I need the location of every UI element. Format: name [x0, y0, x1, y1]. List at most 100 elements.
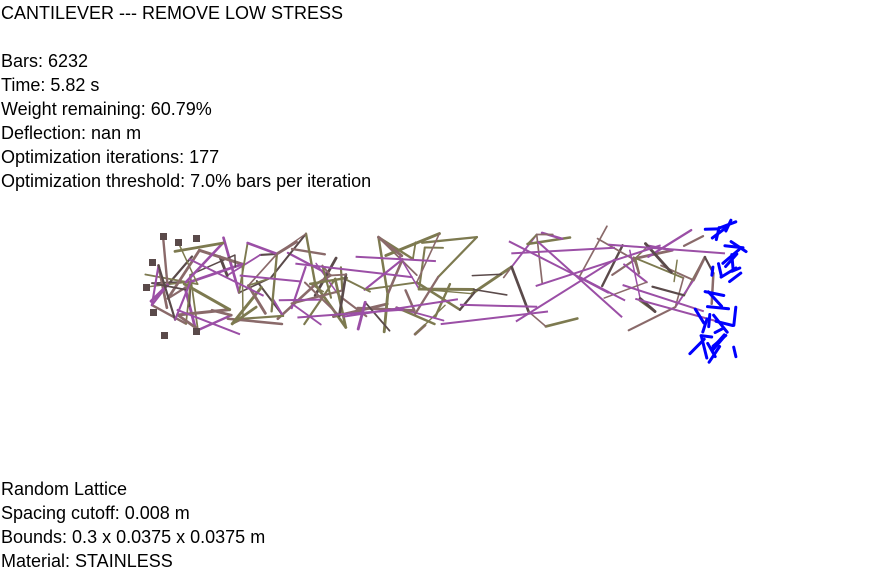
simulation-title: CANTILEVER --- REMOVE LOW STRESS — [1, 3, 344, 23]
spacing-cutoff: Spacing cutoff: 0.008 m — [1, 503, 190, 523]
truss-bar — [418, 288, 473, 295]
truss-bar — [269, 232, 307, 279]
truss-chord — [176, 308, 241, 336]
load-arrow — [711, 336, 725, 352]
truss-chord — [355, 255, 436, 263]
truss-bar — [502, 266, 513, 279]
load-arrow — [717, 262, 723, 278]
truss-bar — [290, 289, 344, 305]
truss-chord — [515, 258, 616, 323]
load-arrow — [730, 253, 735, 272]
truss-bar — [247, 277, 272, 287]
load-arrow — [728, 271, 743, 284]
fixed-node — [150, 309, 157, 316]
truss-chord — [188, 258, 265, 297]
truss-chord — [342, 298, 459, 318]
truss-bar — [166, 248, 201, 300]
truss-bar — [174, 280, 192, 321]
truss-bar — [411, 241, 417, 260]
truss-bar — [472, 288, 508, 296]
load-arrow — [714, 226, 721, 242]
load-arrow — [706, 305, 730, 311]
truss-bar — [377, 235, 389, 296]
truss-bar — [290, 302, 322, 326]
truss-bar — [601, 244, 624, 288]
load-arrow — [693, 307, 706, 325]
load-arrow — [710, 265, 715, 277]
load-arrow — [732, 345, 738, 359]
truss-bar — [183, 286, 198, 333]
load-arrow — [713, 326, 725, 335]
truss-bar — [603, 281, 648, 299]
truss-bar — [161, 234, 169, 287]
bars-count: Bars: 6232 — [1, 51, 89, 71]
truss-bar — [270, 252, 279, 313]
deflection: Deflection: nan m — [1, 123, 142, 143]
truss-bar — [651, 285, 686, 297]
fixed-node — [160, 233, 167, 240]
truss-bar — [315, 262, 340, 297]
truss-bar — [304, 232, 317, 286]
optimization-iterations: Optimization iterations: 177 — [1, 147, 220, 167]
truss-bar — [578, 225, 608, 278]
truss-bar — [377, 235, 404, 258]
load-arrow — [714, 319, 735, 327]
load-arrows — [688, 218, 748, 364]
truss-bar — [470, 265, 514, 296]
truss-bar — [526, 233, 538, 245]
truss-bar — [632, 256, 640, 275]
truss-bar — [437, 236, 478, 279]
truss-bar — [157, 264, 177, 321]
truss-bar — [611, 258, 636, 276]
truss-bar — [272, 298, 285, 317]
elapsed-time: Time: 5.82 s — [1, 75, 100, 95]
truss-bar — [364, 301, 391, 332]
truss-bar — [414, 304, 446, 335]
fixed-node — [143, 284, 150, 291]
truss-bar — [150, 303, 188, 325]
truss-bar — [173, 241, 225, 253]
truss-bar — [673, 259, 678, 283]
truss-structure — [144, 225, 726, 336]
truss-bar — [166, 255, 194, 287]
truss-chord — [536, 240, 623, 318]
truss-bar — [321, 264, 333, 299]
bounds: Bounds: 0.3 x 0.0375 x 0.0375 m — [1, 527, 266, 547]
truss-chord — [535, 244, 661, 288]
truss-bar — [692, 255, 707, 282]
truss-bar — [544, 317, 579, 328]
truss-chord — [622, 284, 705, 313]
truss-chord — [607, 243, 726, 255]
truss-bar — [415, 232, 441, 284]
truss-bar — [458, 291, 476, 311]
load-arrow — [706, 290, 723, 308]
truss-chord — [278, 298, 321, 302]
truss-bar — [276, 241, 298, 255]
truss-bar — [329, 273, 347, 277]
truss-bar — [150, 264, 160, 307]
truss-bar — [510, 265, 530, 314]
truss-chord — [440, 310, 549, 326]
truss-bar — [218, 255, 229, 277]
fixed-node — [193, 328, 200, 335]
load-arrow — [707, 313, 712, 329]
truss-chord — [508, 240, 626, 302]
truss-bar — [176, 313, 200, 331]
truss-bar — [420, 235, 479, 244]
load-arrow — [724, 218, 733, 233]
truss-bar — [309, 276, 349, 285]
material: Material: STAINLESS — [1, 551, 173, 571]
fixed-node — [175, 239, 182, 246]
truss-bar — [647, 228, 693, 258]
truss-bar — [337, 273, 348, 318]
optimization-threshold: Optimization threshold: 7.0% bars per it… — [1, 171, 372, 191]
truss-bar — [303, 281, 341, 317]
truss-bar — [183, 241, 225, 286]
truss-bar — [471, 273, 503, 277]
truss-chord — [459, 303, 538, 308]
truss-bar — [246, 241, 279, 256]
truss-bar — [413, 275, 440, 316]
truss-chord — [295, 262, 413, 279]
load-arrow — [732, 305, 738, 327]
